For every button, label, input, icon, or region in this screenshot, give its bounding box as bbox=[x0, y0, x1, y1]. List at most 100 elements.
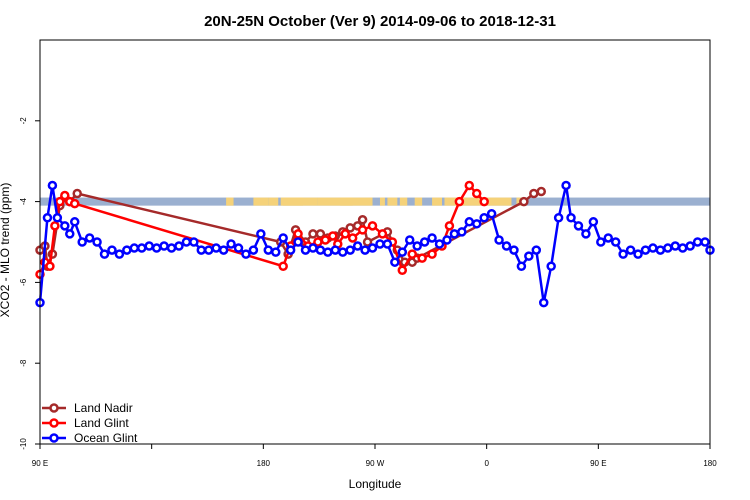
land-segment bbox=[444, 197, 512, 206]
data-point bbox=[449, 229, 460, 239]
data-point bbox=[404, 235, 415, 245]
data-point bbox=[248, 245, 259, 255]
data-point bbox=[640, 245, 651, 255]
data-point bbox=[263, 245, 274, 255]
land-ocean-band bbox=[40, 197, 710, 206]
land-segment bbox=[298, 197, 308, 206]
data-point bbox=[159, 241, 169, 251]
data-point bbox=[648, 243, 658, 253]
data-point bbox=[42, 213, 53, 223]
data-point bbox=[233, 243, 244, 253]
data-point bbox=[315, 245, 326, 255]
data-point bbox=[509, 245, 519, 255]
data-point bbox=[382, 239, 393, 249]
chart-title: 20N-25N October (Ver 9) 2014-09-06 to 20… bbox=[204, 13, 556, 30]
data-point bbox=[588, 217, 599, 227]
data-point bbox=[293, 237, 303, 247]
land-segment bbox=[379, 197, 385, 206]
data-point bbox=[655, 245, 666, 255]
data-point bbox=[337, 247, 348, 257]
data-point bbox=[84, 233, 95, 243]
data-point bbox=[464, 180, 475, 191]
data-point bbox=[596, 237, 606, 247]
data-point bbox=[618, 249, 628, 259]
data-point bbox=[144, 241, 154, 251]
data-point bbox=[340, 229, 350, 239]
data-point bbox=[45, 261, 55, 271]
land-segment bbox=[283, 197, 299, 206]
data-point bbox=[519, 196, 529, 207]
data-point bbox=[677, 243, 688, 253]
data-point bbox=[69, 217, 80, 227]
y-axis: -10 -8 -6 -4 -2 bbox=[19, 117, 40, 450]
data-point bbox=[573, 221, 584, 231]
data-point bbox=[65, 229, 75, 239]
data-point bbox=[561, 180, 571, 191]
data-point bbox=[174, 241, 184, 251]
data-point bbox=[367, 243, 378, 253]
data-point bbox=[362, 237, 373, 247]
data-point bbox=[516, 261, 527, 271]
land-segment bbox=[414, 197, 423, 206]
x-axis: 90 E 180 90 W 0 90 E 180 bbox=[32, 444, 717, 468]
data-point bbox=[50, 221, 60, 231]
land-segment bbox=[387, 197, 398, 206]
x-tick-label: 180 bbox=[703, 459, 717, 468]
data-point bbox=[60, 221, 70, 231]
x-tick-label: 180 bbox=[257, 459, 271, 468]
land-segment bbox=[340, 197, 353, 206]
data-point bbox=[685, 241, 695, 251]
data-point bbox=[308, 243, 318, 253]
data-point bbox=[531, 245, 542, 255]
data-point bbox=[529, 188, 539, 199]
data-point bbox=[52, 213, 63, 223]
data-point bbox=[479, 196, 489, 207]
data-point bbox=[700, 237, 710, 247]
data-point bbox=[129, 243, 140, 253]
data-point bbox=[457, 227, 467, 237]
data-point bbox=[434, 239, 445, 249]
data-point bbox=[347, 233, 358, 243]
data-point bbox=[397, 265, 408, 276]
data-point bbox=[345, 245, 355, 255]
data-point bbox=[99, 249, 110, 259]
data-point bbox=[136, 243, 147, 253]
y-tick-label: -10 bbox=[19, 438, 28, 450]
land-segment bbox=[253, 197, 269, 206]
data-point bbox=[471, 219, 482, 229]
data-point bbox=[357, 225, 368, 235]
data-point bbox=[241, 249, 251, 259]
data-point bbox=[60, 190, 70, 201]
data-point bbox=[524, 251, 534, 261]
x-axis-label: Longitude bbox=[349, 477, 402, 491]
data-point bbox=[181, 237, 192, 247]
legend-item: Ocean Glint bbox=[42, 431, 138, 445]
data-point bbox=[427, 233, 437, 243]
data-point bbox=[285, 245, 296, 255]
data-point bbox=[663, 243, 673, 253]
legend-label: Ocean Glint bbox=[74, 431, 138, 445]
data-point bbox=[633, 249, 643, 259]
x-tick-label: 90 W bbox=[366, 459, 385, 468]
data-point bbox=[444, 221, 455, 231]
data-point bbox=[72, 188, 82, 199]
x-tick-label: 90 E bbox=[590, 459, 606, 468]
data-point bbox=[377, 229, 388, 239]
data-point bbox=[196, 245, 207, 255]
data-point bbox=[454, 196, 465, 207]
data-point bbox=[300, 245, 311, 255]
data-point bbox=[407, 249, 417, 259]
y-axis-label: XCO2 - MLO trend (ppm) bbox=[0, 183, 12, 318]
legend-marker bbox=[49, 433, 59, 443]
data-point bbox=[566, 213, 576, 223]
data-point bbox=[330, 245, 341, 255]
data-point bbox=[55, 196, 65, 207]
data-point bbox=[328, 231, 338, 241]
data-point bbox=[486, 208, 497, 219]
y-tick-label: -8 bbox=[19, 359, 28, 367]
legend-label: Land Glint bbox=[74, 416, 129, 430]
data-point bbox=[270, 247, 281, 257]
data-point bbox=[151, 243, 162, 253]
land-segment bbox=[226, 197, 234, 206]
data-point bbox=[419, 237, 430, 247]
